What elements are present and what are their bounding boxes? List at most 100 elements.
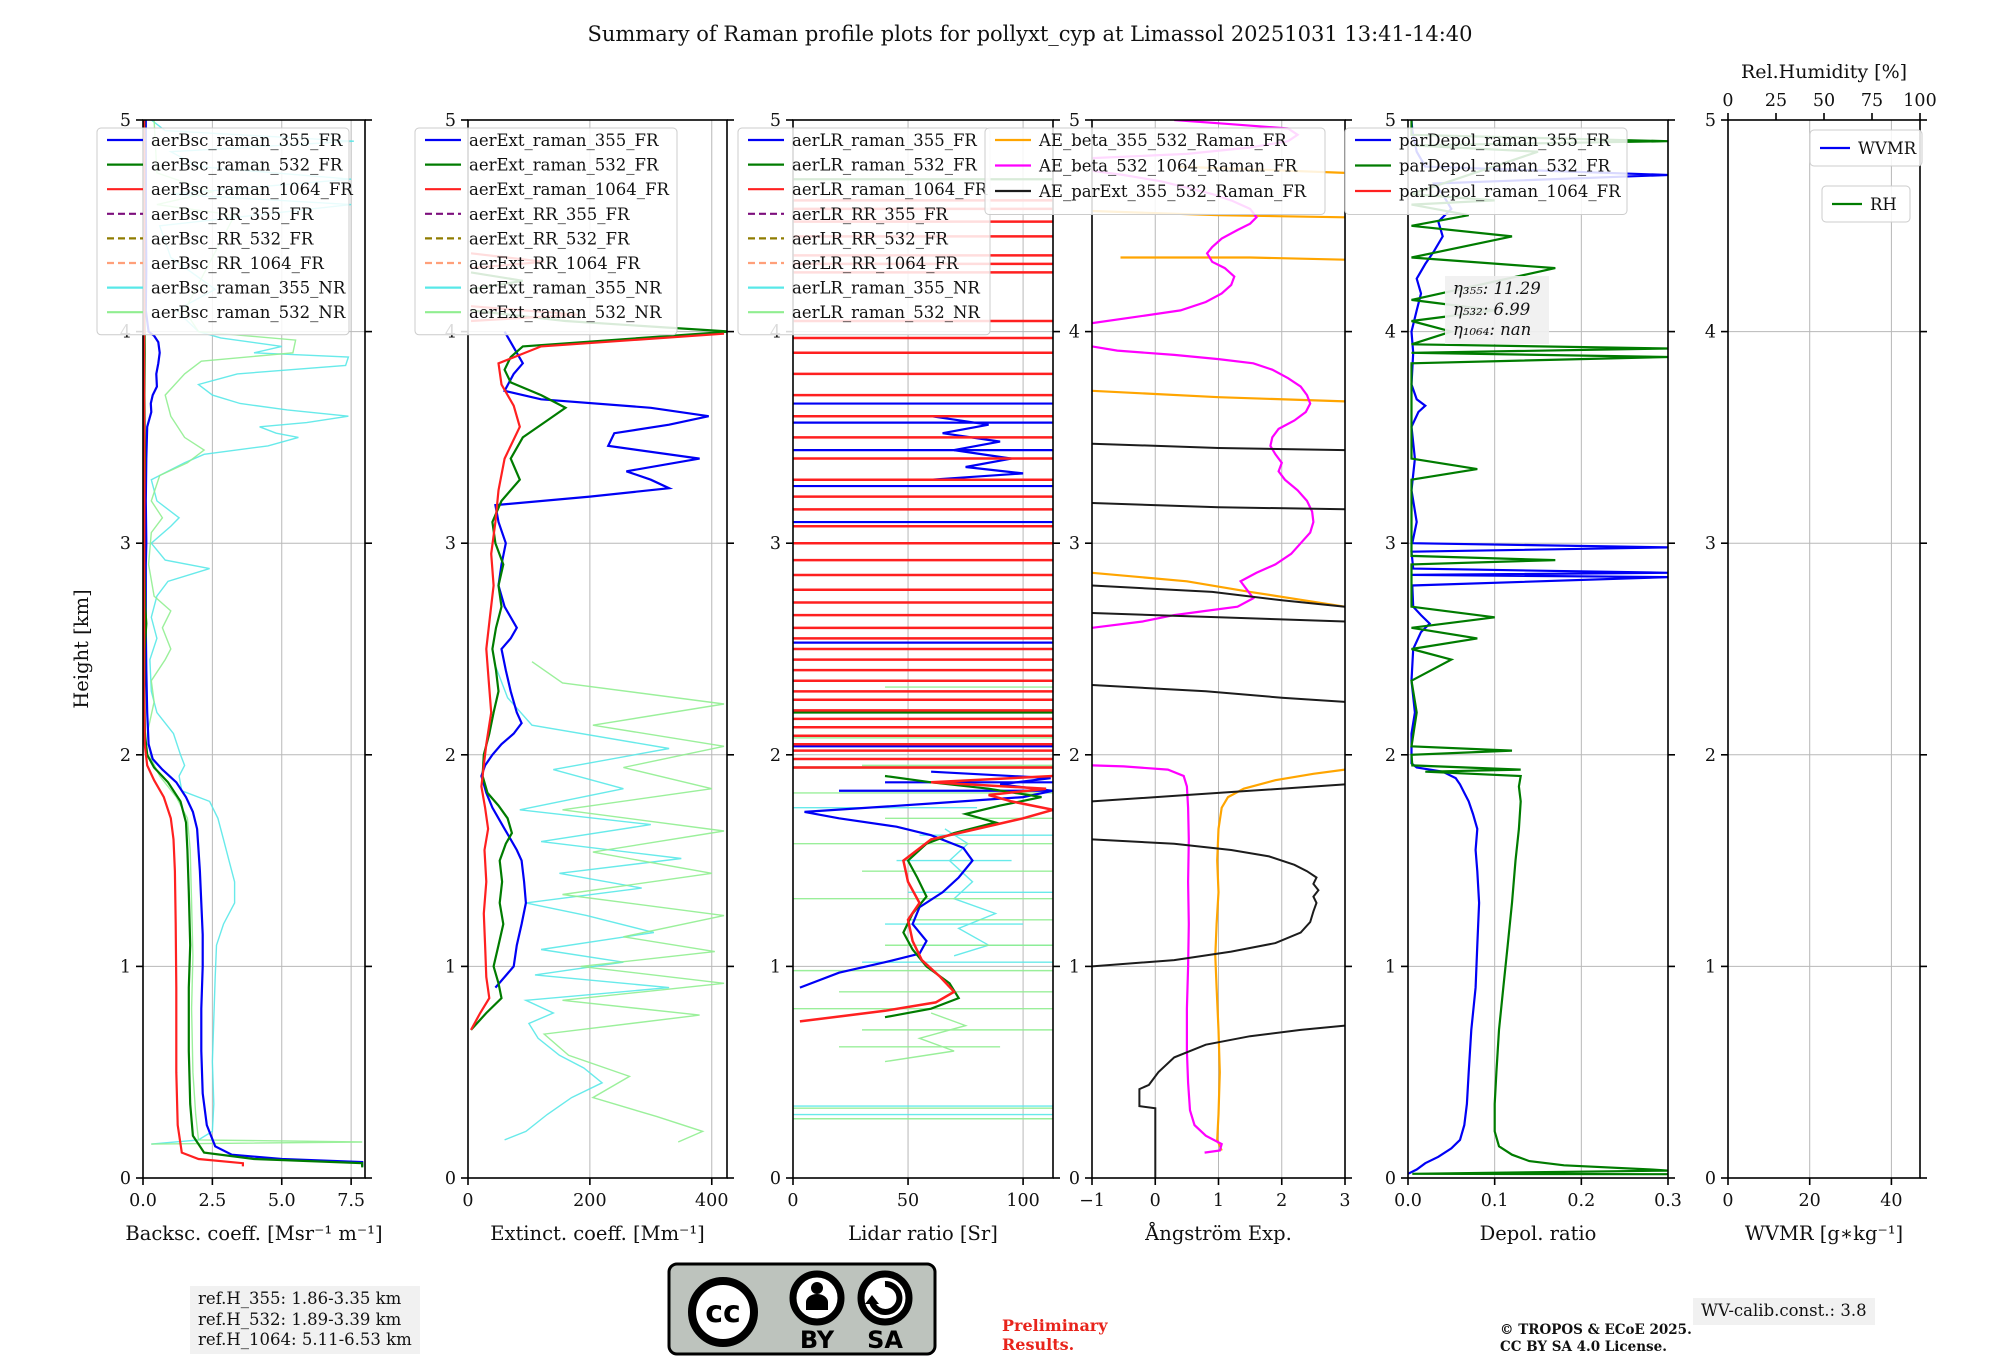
svg-text:0: 0 [1722, 1191, 1733, 1211]
series-aerExt_raman_532_FR [470, 271, 727, 1031]
svg-text:aerExt_raman_355_NR: aerExt_raman_355_NR [469, 279, 662, 298]
copyright-note: © TROPOS & ECoE 2025. CC BY SA 4.0 Licen… [1500, 1322, 1692, 1356]
svg-text:0: 0 [1150, 1191, 1161, 1211]
series-layer [1408, 120, 1668, 1176]
svg-text:1: 1 [1385, 957, 1396, 977]
gridlines [1728, 120, 1920, 1178]
svg-text:AE_beta_532_1064_Raman_FR: AE_beta_532_1064_Raman_FR [1038, 157, 1298, 176]
svg-text:0.2: 0.2 [1567, 1191, 1595, 1211]
svg-text:0: 0 [445, 1169, 456, 1189]
x-axis-label-wvmr: WVMR [g∗kg⁻¹] [1745, 1222, 1903, 1245]
preliminary-line2: Results. [1002, 1335, 1075, 1355]
svg-text:0: 0 [1069, 1169, 1080, 1189]
svg-text:aerExt_raman_532_FR: aerExt_raman_532_FR [469, 156, 659, 175]
axis-ticks [1721, 113, 1927, 1185]
eta-532: η₅₃₂: 6.99 [1453, 299, 1531, 319]
copyright-line1: © TROPOS & ECoE 2025. [1500, 1322, 1692, 1338]
svg-text:2.5: 2.5 [198, 1191, 226, 1211]
badge-by-label: BY [800, 1326, 835, 1354]
svg-text:3: 3 [120, 534, 131, 554]
ref-h-1064: ref.H_1064: 5.11-6.53 km [198, 1330, 412, 1350]
series-aerBsc_raman_1064_FR [143, 120, 244, 1167]
series-layer [143, 120, 364, 1168]
svg-text:0: 0 [787, 1191, 798, 1211]
svg-text:3: 3 [1705, 534, 1716, 554]
ref-h-532: ref.H_532: 1.89-3.39 km [198, 1309, 402, 1329]
svg-text:aerBsc_raman_355_NR: aerBsc_raman_355_NR [151, 279, 346, 298]
legend-box-RH: RH [1821, 185, 1911, 223]
svg-text:aerBsc_RR_532_FR: aerBsc_RR_532_FR [151, 229, 314, 248]
series-aerLR_raman_532_NR [793, 658, 1053, 1120]
svg-text:aerBsc_raman_532_FR: aerBsc_raman_532_FR [151, 156, 343, 175]
svg-text:aerLR_raman_532_FR: aerLR_raman_532_FR [792, 156, 977, 175]
svg-text:1: 1 [770, 957, 781, 977]
svg-text:4: 4 [1705, 323, 1716, 343]
svg-text:0: 0 [1722, 91, 1733, 111]
axis-tick-labels: 0.02.55.07.5012345 [120, 111, 365, 1211]
legend-backscatter: aerBsc_raman_355_FR aerBsc_raman_532_FRae… [96, 127, 353, 336]
eta-1064: η₁₀₆₄: nan [1453, 320, 1532, 340]
axis-ticks [461, 119, 734, 1185]
top-axis-label-wvmr: Rel.Humidity [%] [1741, 61, 1907, 83]
svg-text:5: 5 [1705, 111, 1716, 131]
legend-extinction: aerExt_raman_355_FR aerExt_raman_532_FRae… [414, 127, 678, 336]
svg-text:aerExt_RR_1064_FR: aerExt_RR_1064_FR [469, 254, 641, 273]
preliminary-line1: Preliminary [1002, 1316, 1108, 1335]
svg-text:−1: −1 [1079, 1191, 1105, 1211]
cc-icon: cc [688, 1277, 758, 1347]
svg-text:aerLR_RR_1064_FR: aerLR_RR_1064_FR [792, 254, 959, 273]
svg-text:aerLR_raman_1064_FR: aerLR_raman_1064_FR [792, 180, 988, 199]
svg-text:AE_parExt_355_532_Raman_FR: AE_parExt_355_532_Raman_FR [1038, 182, 1307, 201]
svg-text:0.1: 0.1 [1481, 1191, 1509, 1211]
eta-calibration-box: η₃₅₅: 11.29 η₅₃₂: 6.99 η₁₀₆₄: nan [1445, 276, 1549, 344]
subplot-extinction: 0200400012345Extinct. coeff. [Mm⁻¹]aerEx… [414, 111, 734, 1245]
svg-text:0: 0 [462, 1191, 473, 1211]
svg-text:aerBsc_raman_532_NR: aerBsc_raman_532_NR [151, 303, 346, 322]
legend-angstroem: AE_beta_355_532_Raman_FR AE_beta_532_1064… [984, 127, 1326, 215]
axis-ticks [1401, 119, 1675, 1185]
series-aerExt_raman_355_FR [480, 331, 709, 989]
svg-text:100: 100 [1903, 91, 1936, 111]
wv-calib-box: WV-calib.const.: 3.8 [1693, 1298, 1875, 1325]
svg-text:5.0: 5.0 [268, 1191, 296, 1211]
svg-text:50: 50 [897, 1191, 919, 1211]
svg-text:3: 3 [1069, 534, 1080, 554]
person-icon [789, 1270, 845, 1326]
svg-text:2: 2 [1385, 746, 1396, 766]
svg-text:aerLR_raman_355_FR: aerLR_raman_355_FR [792, 131, 977, 150]
series-aerBsc_raman_532_NR [146, 120, 363, 1145]
svg-text:1: 1 [1069, 957, 1080, 977]
axes-frame [1407, 119, 1669, 1179]
badge-sa-label: SA [867, 1326, 903, 1354]
series-aerBsc_raman_355_FR [144, 120, 364, 1167]
svg-text:0: 0 [120, 1169, 131, 1189]
svg-text:RH: RH [1870, 195, 1897, 214]
y-axis-label: Height [km] [70, 589, 93, 708]
svg-text:4: 4 [1385, 323, 1396, 343]
svg-text:0: 0 [770, 1169, 781, 1189]
series-AE_beta_532_1064_Raman_FR [1092, 120, 1315, 1154]
series-aerExt_raman_355_NR [494, 665, 682, 1141]
legend-lidar-ratio: aerLR_raman_355_FR aerLR_raman_532_FR aerL… [737, 127, 991, 336]
x-axis-label-extinction: Extinct. coeff. [Mm⁻¹] [490, 1222, 705, 1245]
svg-text:40: 40 [1880, 1191, 1902, 1211]
svg-text:5: 5 [120, 111, 131, 131]
svg-text:3: 3 [1339, 1191, 1350, 1211]
preliminary-note: Preliminary Results. [1002, 1316, 1108, 1354]
svg-text:2: 2 [1705, 746, 1716, 766]
svg-text:200: 200 [573, 1191, 606, 1211]
svg-text:5: 5 [1069, 111, 1080, 131]
svg-text:25: 25 [1765, 91, 1787, 111]
svg-text:aerBsc_raman_355_FR: aerBsc_raman_355_FR [151, 131, 343, 150]
svg-text:4: 4 [1069, 323, 1080, 343]
cc-by-sa-badge: cc BY SA [667, 1262, 937, 1356]
series-AE_parExt_355_532_Raman_FR [1092, 442, 1345, 1178]
svg-text:cc: cc [705, 1295, 741, 1330]
svg-text:0.0: 0.0 [129, 1191, 157, 1211]
